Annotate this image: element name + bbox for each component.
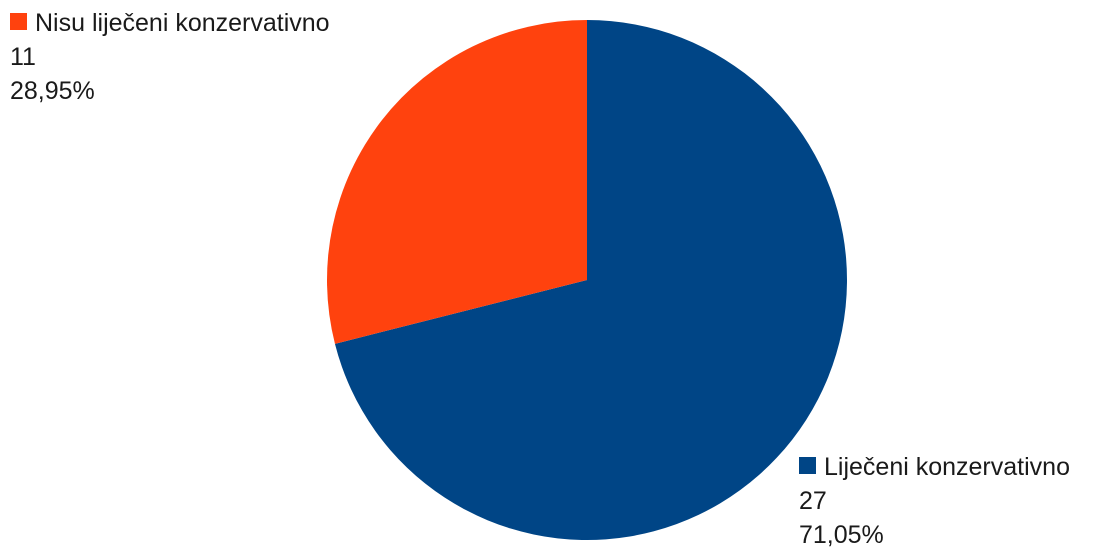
data-label-lijeceni-konzervativno: Liječeni konzervativno 27 71,05% [799, 450, 1070, 552]
pie-slice-nisu-lijeceni-konzervativno [327, 20, 587, 344]
slice-name-label: Liječeni konzervativno [824, 453, 1070, 481]
legend-swatch-lijeceni-konzervativno [799, 457, 816, 474]
slice-percent-label: 71,05% [799, 521, 884, 549]
legend-swatch-nisu-lijeceni-konzervativno [10, 13, 27, 30]
slice-value-label: 11 [10, 43, 36, 71]
slice-value-label: 27 [799, 487, 827, 515]
slice-percent-label: 28,95% [10, 77, 95, 105]
pie-slice-lijeceni-konzervativno [334, 20, 847, 540]
data-label-nisu-lijeceni-konzervativno: Nisu liječeni konzervativno 11 28,95% [10, 6, 330, 108]
slice-name-label: Nisu liječeni konzervativno [35, 9, 330, 37]
